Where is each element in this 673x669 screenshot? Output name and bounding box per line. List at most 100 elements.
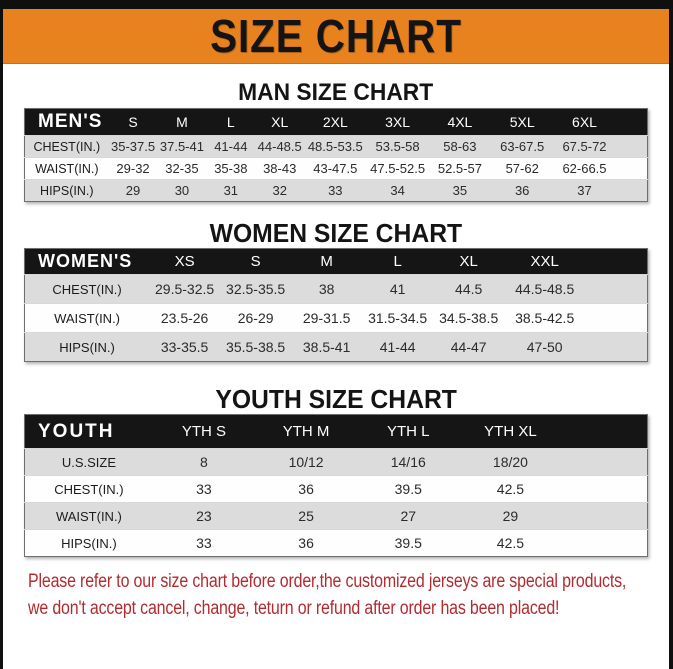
data-row: CHEST(IN.) 35-37.5 37.5-41 41-44 44-48.5… (24, 135, 648, 158)
row-label: WAIST(IN.) (24, 157, 109, 180)
table-group-label: YOUTH (24, 414, 153, 449)
column-header: XXL (504, 248, 586, 275)
size-cell: 44.5 (433, 274, 505, 304)
size-cell: 42.5 (459, 475, 562, 503)
table-group-label: WOMEN'S (24, 248, 150, 275)
size-cell: 41 (362, 274, 434, 304)
row-label: HIPS(IN.) (24, 529, 153, 557)
column-header: 5XL (491, 108, 554, 136)
size-cell: 53.5-58 (366, 135, 429, 158)
size-cell: 14/16 (357, 448, 460, 476)
men-section-heading: MAN SIZE CHART (3, 78, 669, 108)
size-cell: 62-66.5 (553, 157, 616, 180)
size-cell: 33 (304, 179, 367, 202)
size-cell: 23 (152, 502, 255, 530)
youth-section-heading-text: YOUTH SIZE CHART (215, 384, 457, 414)
size-cell: 33-35.5 (149, 332, 221, 362)
column-header: 3XL (366, 108, 429, 136)
table-header-row: WOMEN'S XS S M L XL XXL (24, 248, 648, 275)
men-size-table: MEN'S S M L XL 2XL 3XL 4XL 5XL 6XL CHEST… (24, 108, 648, 202)
column-header: L (362, 248, 434, 275)
size-cell: 34 (366, 179, 429, 202)
data-row: HIPS(IN.) 33-35.5 35.5-38.5 38.5-41 41-4… (24, 332, 648, 362)
size-cell: 29.5-32.5 (149, 274, 221, 304)
spacer-cell (561, 414, 648, 449)
size-cell: 10/12 (255, 448, 358, 476)
column-header: XL (255, 108, 305, 136)
column-header: YTH S (152, 414, 255, 449)
size-cell: 32-35 (157, 157, 207, 180)
column-header: YTH XL (459, 414, 562, 449)
size-cell: 30 (157, 179, 207, 202)
size-cell: 18/20 (459, 448, 562, 476)
women-section-heading: WOMEN SIZE CHART (3, 218, 669, 248)
size-cell: 63-67.5 (491, 135, 554, 158)
spacer-cell (615, 157, 648, 180)
row-label: HIPS(IN.) (24, 179, 109, 202)
row-label: HIPS(IN.) (24, 332, 150, 362)
size-cell: 57-62 (491, 157, 554, 180)
column-header: S (220, 248, 292, 275)
spacer-cell (561, 475, 648, 503)
size-cell: 43-47.5 (304, 157, 367, 180)
column-header: S (108, 108, 158, 136)
size-cell: 36 (491, 179, 554, 202)
column-header: M (291, 248, 363, 275)
size-cell: 31.5-34.5 (362, 303, 434, 333)
spacer-cell (585, 274, 648, 304)
size-cell: 35-38 (206, 157, 256, 180)
table-header-row: YOUTH YTH S YTH M YTH L YTH XL (24, 414, 648, 449)
size-cell: 38.5-41 (291, 332, 363, 362)
size-cell: 26-29 (220, 303, 292, 333)
data-row: CHEST(IN.) 33 36 39.5 42.5 (24, 475, 648, 503)
size-cell: 44-48.5 (255, 135, 305, 158)
spacer-cell (615, 108, 648, 136)
note-line-1: Please refer to our size chart before or… (28, 571, 627, 592)
row-label: CHEST(IN.) (24, 475, 153, 503)
spacer-cell (561, 448, 648, 476)
size-cell: 35.5-38.5 (220, 332, 292, 362)
size-cell: 35-37.5 (108, 135, 158, 158)
spacer-cell (615, 179, 648, 202)
youth-size-table: YOUTH YTH S YTH M YTH L YTH XL U.S.SIZE … (24, 414, 648, 557)
column-header: L (206, 108, 256, 136)
spacer-cell (561, 529, 648, 557)
size-cell: 29-32 (108, 157, 158, 180)
women-section-heading-text: WOMEN SIZE CHART (209, 218, 463, 248)
spacer-cell (561, 502, 648, 530)
data-row: HIPS(IN.) 29 30 31 32 33 34 35 36 37 (24, 179, 648, 202)
title-banner: SIZE CHART (3, 9, 669, 64)
size-cell: 38-43 (255, 157, 305, 180)
size-cell: 35 (428, 179, 492, 202)
column-header: M (157, 108, 207, 136)
column-header: YTH L (357, 414, 460, 449)
youth-section-heading: YOUTH SIZE CHART (3, 384, 669, 414)
table-header-row: MEN'S S M L XL 2XL 3XL 4XL 5XL 6XL (24, 108, 648, 136)
size-cell: 37.5-41 (157, 135, 207, 158)
note-line-2: we don't accept cancel, change, teturn o… (28, 598, 560, 619)
size-cell: 42.5 (459, 529, 562, 557)
size-cell: 44.5-48.5 (504, 274, 586, 304)
size-cell: 47-50 (504, 332, 586, 362)
row-label: CHEST(IN.) (24, 135, 109, 158)
column-header: XL (433, 248, 505, 275)
column-header: 2XL (304, 108, 367, 136)
data-row: U.S.SIZE 8 10/12 14/16 18/20 (24, 448, 648, 476)
size-cell: 25 (255, 502, 358, 530)
spacer-cell (585, 332, 648, 362)
size-cell: 48.5-53.5 (304, 135, 367, 158)
size-cell: 58-63 (428, 135, 492, 158)
column-header: 6XL (553, 108, 616, 136)
spacer-cell (585, 303, 648, 333)
data-row: WAIST(IN.) 23 25 27 29 (24, 502, 648, 530)
column-header: YTH M (255, 414, 358, 449)
row-label: WAIST(IN.) (24, 303, 150, 333)
column-header: XS (149, 248, 221, 275)
men-section-heading-text: MAN SIZE CHART (238, 79, 434, 106)
size-cell: 29 (459, 502, 562, 530)
size-cell: 39.5 (357, 529, 460, 557)
size-cell: 37 (553, 179, 616, 202)
size-cell: 52.5-57 (428, 157, 492, 180)
row-label: CHEST(IN.) (24, 274, 150, 304)
spacer-cell (615, 135, 648, 158)
